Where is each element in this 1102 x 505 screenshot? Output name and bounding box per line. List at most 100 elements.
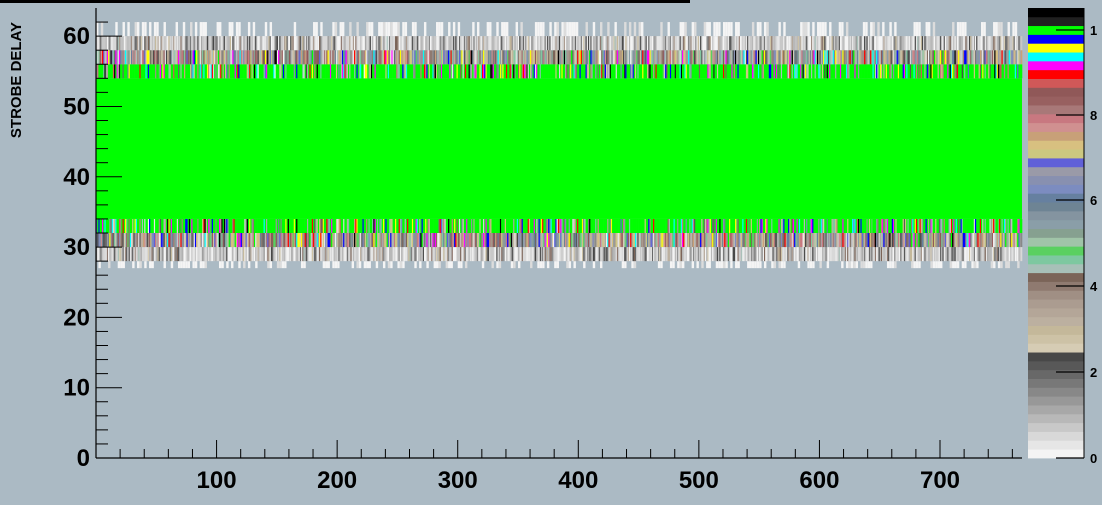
heatmap-cell: [781, 261, 783, 268]
heatmap-cell: [757, 261, 759, 268]
heatmap-cell: [337, 261, 339, 268]
heatmap-cell: [501, 22, 503, 36]
heatmap-cell: [759, 261, 761, 268]
heatmap-cell: [1015, 22, 1017, 36]
heatmap-cell: [506, 22, 508, 36]
heatmap-cell: [819, 261, 821, 268]
heatmap-cell: [183, 22, 185, 36]
heatmap-cell: [964, 261, 966, 268]
heatmap-cell: [1012, 22, 1014, 36]
heatmap-cell: [419, 261, 421, 268]
heatmap-cell: [680, 261, 682, 268]
heatmap-cell: [123, 261, 125, 268]
heatmap-cell: [236, 22, 238, 36]
heatmap-cell: [993, 22, 995, 36]
heatmap-cell: [810, 261, 812, 268]
heatmap-cell: [735, 22, 737, 36]
heatmap-cell: [178, 261, 180, 268]
heatmap-cell: [576, 22, 578, 36]
heatmap-cell: [641, 22, 643, 36]
heatmap-cell: [356, 22, 358, 36]
heatmap-cell: [438, 22, 440, 36]
heatmap-cell: [202, 261, 204, 268]
heatmap-cell: [402, 261, 404, 268]
heatmap-cell: [123, 22, 125, 36]
heatmap-cell: [434, 261, 436, 268]
heatmap-cell: [332, 261, 334, 268]
heatmap-cell: [692, 22, 694, 36]
heatmap-cell: [231, 261, 233, 268]
heatmap-cell: [325, 261, 327, 268]
heatmap-cell: [98, 261, 100, 268]
heatmap-cell: [115, 22, 117, 36]
heatmap-cell: [118, 261, 120, 268]
heatmap-cell: [981, 22, 983, 36]
heatmap-cell: [1021, 247, 1023, 261]
heatmap-cell: [482, 261, 484, 268]
heatmap-cell: [682, 22, 684, 36]
heatmap-cell: [328, 261, 330, 268]
heatmap-cell: [983, 22, 985, 36]
heatmap-cell: [164, 261, 166, 268]
heatmap-cell: [721, 261, 723, 268]
heatmap-cell: [188, 261, 190, 268]
heatmap-cell: [962, 22, 964, 36]
heatmap-cell: [778, 22, 780, 36]
heatmap-cell: [940, 261, 942, 268]
heatmap-cell: [142, 22, 144, 36]
heatmap-cell: [926, 22, 928, 36]
heatmap-cell: [706, 261, 708, 268]
heatmap-cell: [624, 261, 626, 268]
heatmap-bands: [96, 22, 1022, 268]
heatmap-cell: [889, 261, 891, 268]
heatmap-cell: [385, 22, 387, 36]
heatmap-cell: [183, 261, 185, 268]
heatmap-cell: [219, 261, 221, 268]
heatmap-cell: [489, 22, 491, 36]
heatmap-cell: [397, 261, 399, 268]
heatmap-cell: [913, 261, 915, 268]
heatmap-cell: [957, 261, 959, 268]
heatmap-cell: [335, 22, 337, 36]
heatmap-cell: [397, 22, 399, 36]
heatmap-cell: [248, 22, 250, 36]
heatmap-cell: [400, 261, 402, 268]
heatmap-cell: [388, 261, 390, 268]
heatmap-cell: [778, 261, 780, 268]
heatmap-cell: [393, 22, 395, 36]
heatmap-cell: [1021, 50, 1023, 64]
heatmap-cell: [378, 22, 380, 36]
heatmap-cell: [458, 22, 460, 36]
heatmap-cell: [518, 261, 520, 268]
heatmap-cell: [542, 22, 544, 36]
heatmap-cell: [101, 22, 103, 36]
heatmap-cell: [860, 261, 862, 268]
heatmap-cell: [491, 261, 493, 268]
heatmap-cell: [634, 22, 636, 36]
heatmap-cell: [340, 22, 342, 36]
heatmap-cell: [564, 22, 566, 36]
heatmap-cell: [766, 22, 768, 36]
heatmap-band: [96, 36, 1022, 50]
heatmap-cell: [817, 22, 819, 36]
heatmap-cell: [957, 22, 959, 36]
heatmap-cell: [889, 22, 891, 36]
heatmap-cell: [846, 261, 848, 268]
heatmap-cell: [974, 261, 976, 268]
heatmap-cell: [865, 261, 867, 268]
heatmap-cell: [231, 22, 233, 36]
heatmap-cell: [807, 22, 809, 36]
heatmap-cell: [798, 261, 800, 268]
heatmap-cell: [754, 261, 756, 268]
heatmap-cell: [554, 22, 556, 36]
heatmap-cell: [614, 22, 616, 36]
heatmap-cell: [205, 261, 207, 268]
heatmap-cell: [783, 22, 785, 36]
y-tick-label: 20: [63, 304, 90, 331]
heatmap-cell: [991, 261, 993, 268]
heatmap-cell: [496, 22, 498, 36]
heatmap-cell: [706, 22, 708, 36]
heatmap-cell: [800, 22, 802, 36]
heatmap-cell: [267, 261, 269, 268]
heatmap-cell: [822, 22, 824, 36]
